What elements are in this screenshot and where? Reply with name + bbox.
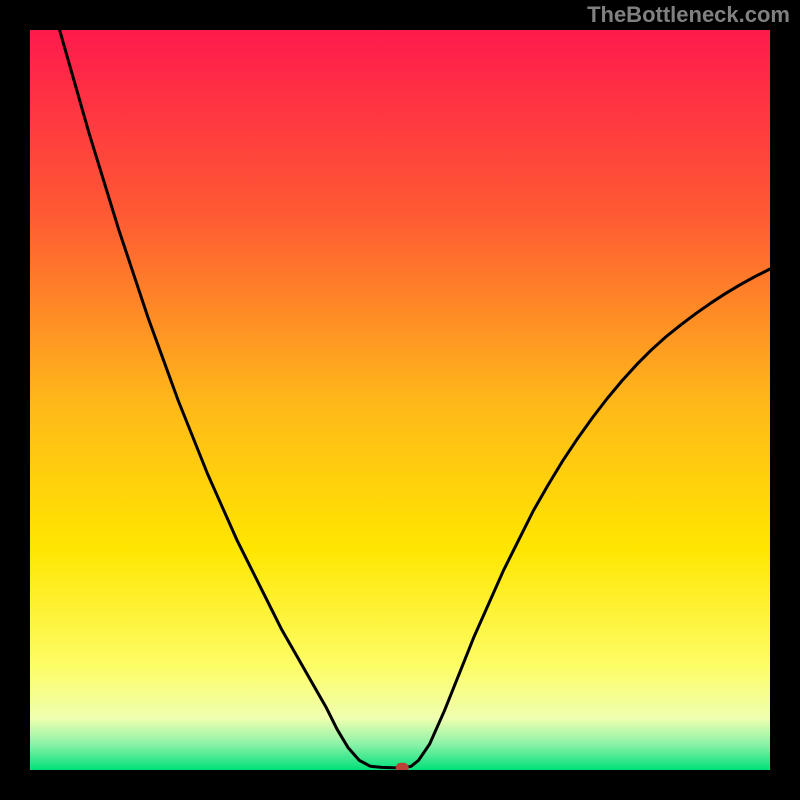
plot-svg bbox=[30, 30, 770, 770]
chart-frame: TheBottleneck.com bbox=[0, 0, 800, 800]
minimum-marker bbox=[396, 763, 409, 770]
bottleneck-curve bbox=[60, 30, 770, 768]
watermark-text: TheBottleneck.com bbox=[587, 2, 790, 28]
